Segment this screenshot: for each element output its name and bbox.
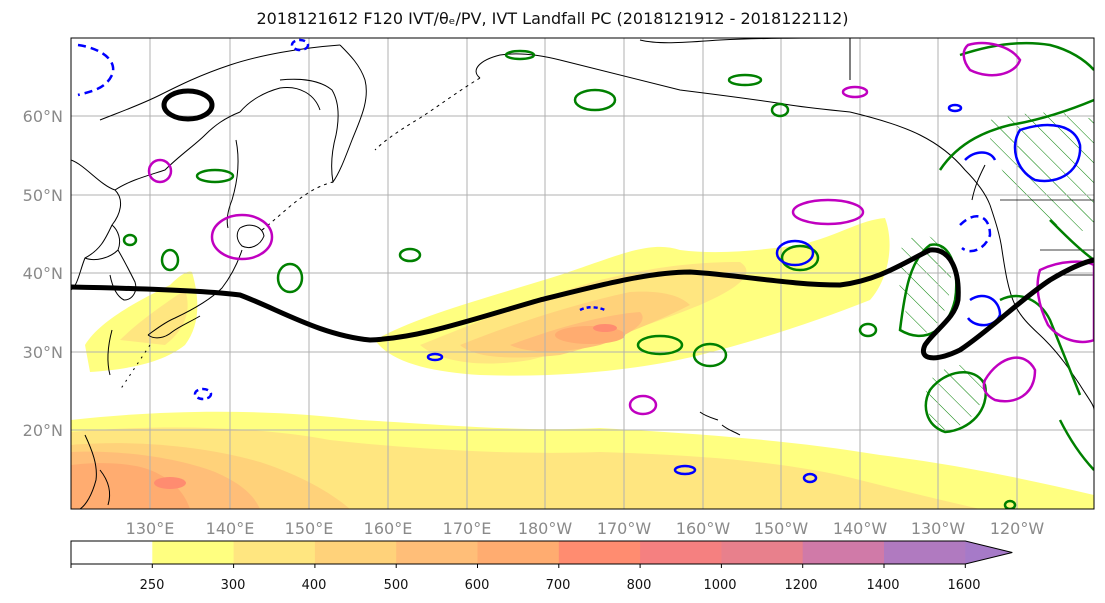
colorbar-tick-label: 1200 xyxy=(784,578,817,593)
theta-cold-contours xyxy=(77,38,1082,484)
colorbar-segment xyxy=(152,541,235,564)
lon-label: 180°W xyxy=(518,519,573,538)
colorbar-tick-labels: 250 300 400 500 600 700 800 1000 1200 14… xyxy=(140,578,981,593)
lon-label: 150°E xyxy=(285,519,334,538)
colorbar-tick-label: 700 xyxy=(546,578,571,593)
colorbar-tick-label: 1000 xyxy=(703,578,736,593)
lat-label: 30°N xyxy=(23,343,63,362)
colorbar-segment xyxy=(71,541,153,564)
colorbar-segment xyxy=(884,541,966,564)
lon-label: 140°E xyxy=(206,519,255,538)
lon-label: 130°W xyxy=(911,519,966,538)
colorbar-segment xyxy=(233,541,316,564)
latitude-labels: 60°N 50°N 40°N 30°N 20°N xyxy=(23,107,63,440)
lon-label: 130°E xyxy=(126,519,175,538)
lon-label: 170°W xyxy=(597,519,652,538)
colorbar-segment xyxy=(721,541,804,564)
colorbar-tick-label: 600 xyxy=(465,578,490,593)
colorbar-tick-label: 250 xyxy=(140,578,165,593)
colorbar-tick-label: 1400 xyxy=(866,578,899,593)
lat-label: 40°N xyxy=(23,264,63,283)
colorbar-segment xyxy=(802,541,885,564)
lon-label: 160°W xyxy=(676,519,731,538)
colorbar-tick-label: 1600 xyxy=(947,578,980,593)
lon-label: 150°W xyxy=(754,519,809,538)
colorbar-tick-label: 800 xyxy=(627,578,652,593)
colorbar-outline xyxy=(70,540,1013,565)
longitude-labels: 130°E 140°E 150°E 160°E 170°E 180°W 170°… xyxy=(126,519,1045,538)
coastlines xyxy=(71,38,1094,509)
lon-label: 160°E xyxy=(364,519,413,538)
colorbar-tick-label: 400 xyxy=(302,578,327,593)
ivt-landfall-pc-contour xyxy=(71,88,1094,361)
lon-label: 140°W xyxy=(833,519,888,538)
lat-label: 60°N xyxy=(23,107,63,126)
colorbar-segment xyxy=(640,541,722,564)
ivt-colorbar xyxy=(70,540,1013,568)
ivt-shading xyxy=(71,218,1094,509)
lat-label: 20°N xyxy=(23,421,63,440)
page-title: 2018121612 F120 IVT/θₑ/PV, IVT Landfall … xyxy=(256,9,849,28)
colorbar-segment xyxy=(477,541,560,564)
theta-warm-contours xyxy=(147,41,1094,416)
colorbar-segment xyxy=(558,541,641,564)
lat-label: 50°N xyxy=(23,186,63,205)
map-frame xyxy=(70,37,1095,510)
colorbar-segment xyxy=(396,541,478,564)
colorbar-tick-label: 500 xyxy=(384,578,409,593)
lon-label: 120°W xyxy=(990,519,1045,538)
lon-label: 170°E xyxy=(443,519,492,538)
colorbar-extension xyxy=(965,541,1013,564)
colorbar-tick-label: 300 xyxy=(221,578,246,593)
colorbar-segment xyxy=(314,541,397,564)
